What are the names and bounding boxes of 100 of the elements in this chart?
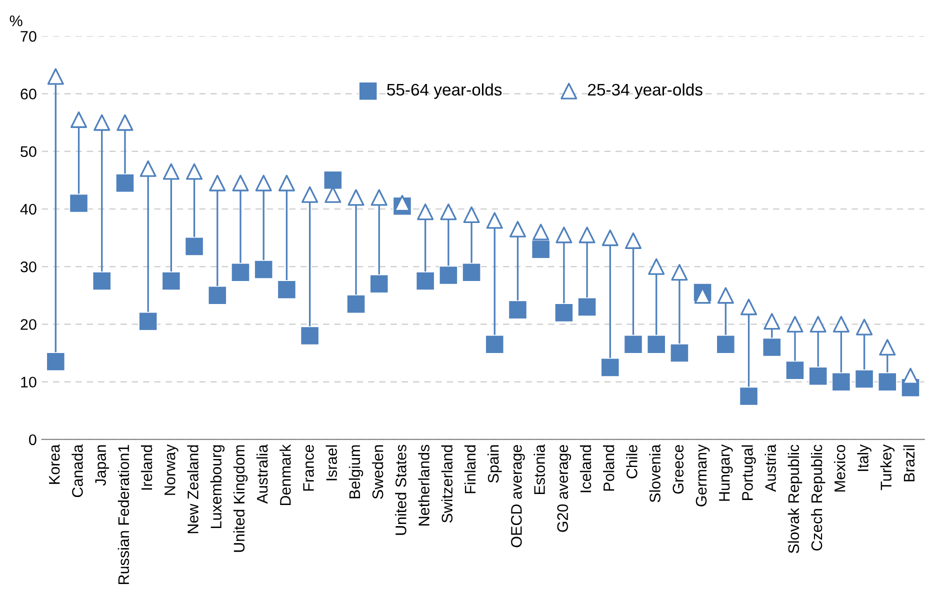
point <box>116 114 134 131</box>
x-tick-label: Greece <box>672 444 684 494</box>
x-tick-label: Estonia <box>534 444 545 494</box>
point <box>578 226 596 244</box>
point <box>300 326 320 346</box>
x-tick-label: Norway <box>164 444 178 495</box>
point <box>417 204 434 220</box>
point <box>140 160 156 177</box>
x-tick-label: Italy <box>857 444 872 471</box>
point <box>509 220 526 238</box>
x-tick-label: Denmark <box>280 444 291 506</box>
point <box>716 334 736 354</box>
point <box>556 226 572 244</box>
point <box>554 303 574 322</box>
point <box>902 368 919 384</box>
point <box>508 300 528 320</box>
point <box>808 366 828 386</box>
x-tick-label: G20 average <box>557 444 572 532</box>
x-tick-label: Ireland <box>140 445 152 490</box>
x-tick-label: Slovak Republic <box>788 444 802 554</box>
point <box>786 360 804 380</box>
x-tick-label: Iceland <box>580 445 592 492</box>
point <box>232 174 249 192</box>
x-tick-label: OECD average <box>511 444 525 548</box>
point <box>186 163 203 180</box>
y-tick-label: 70 <box>20 30 36 42</box>
point <box>254 260 274 279</box>
point <box>786 316 804 332</box>
x-tick-label: Germany <box>696 444 710 506</box>
y-tick-label: 20 <box>20 319 36 330</box>
point <box>92 272 112 290</box>
point <box>370 274 389 294</box>
point <box>739 386 758 406</box>
point <box>854 369 874 388</box>
point <box>531 240 550 259</box>
point <box>717 287 734 304</box>
x-tick-label: Hungary <box>719 444 733 501</box>
point <box>648 258 665 275</box>
point <box>184 236 204 256</box>
x-tick-label: Turkey <box>880 444 895 490</box>
x-tick-label: Sweden <box>372 445 384 499</box>
point <box>762 338 782 357</box>
point <box>670 344 689 363</box>
x-tick-label: Portugal <box>742 445 756 500</box>
point <box>348 189 364 206</box>
point <box>646 334 666 354</box>
x-tick-label: Czech Republic <box>810 444 826 551</box>
point <box>602 230 618 246</box>
y-tick-label: 60 <box>20 88 36 100</box>
y-tick-label: 10 <box>21 376 36 388</box>
y-axis-title: % <box>10 16 22 26</box>
point <box>255 174 272 192</box>
point <box>624 334 643 354</box>
point <box>69 194 88 213</box>
y-tick-label: 30 <box>20 261 36 272</box>
point <box>879 338 896 356</box>
point <box>323 170 342 190</box>
x-tick-label: Israel <box>326 445 338 480</box>
x-tick-label: Korea <box>49 444 60 484</box>
x-tick-label: Luxembourg <box>210 445 225 528</box>
point <box>278 174 295 192</box>
point <box>856 318 873 336</box>
point <box>671 264 688 281</box>
point <box>277 280 296 300</box>
point <box>94 114 110 131</box>
point <box>138 312 158 331</box>
x-tick-label: Canada <box>72 444 83 498</box>
point <box>810 316 826 332</box>
x-tick-label: Brazil <box>903 445 915 482</box>
point <box>346 294 366 314</box>
point <box>532 224 550 240</box>
point <box>462 262 481 282</box>
point <box>208 286 227 305</box>
point <box>370 189 388 206</box>
x-tick-label: Belgium <box>348 445 364 498</box>
point <box>46 352 66 372</box>
x-tick-label: Switzerland <box>441 445 453 523</box>
point <box>231 262 250 282</box>
x-tick-label: United States <box>395 444 406 535</box>
point <box>440 204 457 220</box>
point <box>162 163 180 180</box>
point <box>486 212 503 229</box>
x-tick-label: Finland <box>464 445 476 494</box>
x-tick-label: Japan <box>95 445 109 486</box>
point <box>832 372 851 392</box>
point <box>209 174 226 192</box>
point <box>878 372 897 392</box>
x-tick-label: Australia <box>256 444 268 504</box>
point <box>438 266 458 285</box>
point <box>116 174 134 193</box>
point <box>740 298 758 316</box>
x-tick-label: Poland <box>603 445 614 491</box>
x-tick-label: United Kingdom <box>233 445 248 552</box>
point <box>302 186 318 203</box>
point <box>485 334 504 354</box>
x-tick-label: Mexico <box>834 444 846 492</box>
y-tick-label: 40 <box>20 204 36 215</box>
legend-label: 25-34 year-olds <box>588 83 702 99</box>
x-tick-label: Netherlands <box>418 444 430 526</box>
point <box>416 272 435 290</box>
